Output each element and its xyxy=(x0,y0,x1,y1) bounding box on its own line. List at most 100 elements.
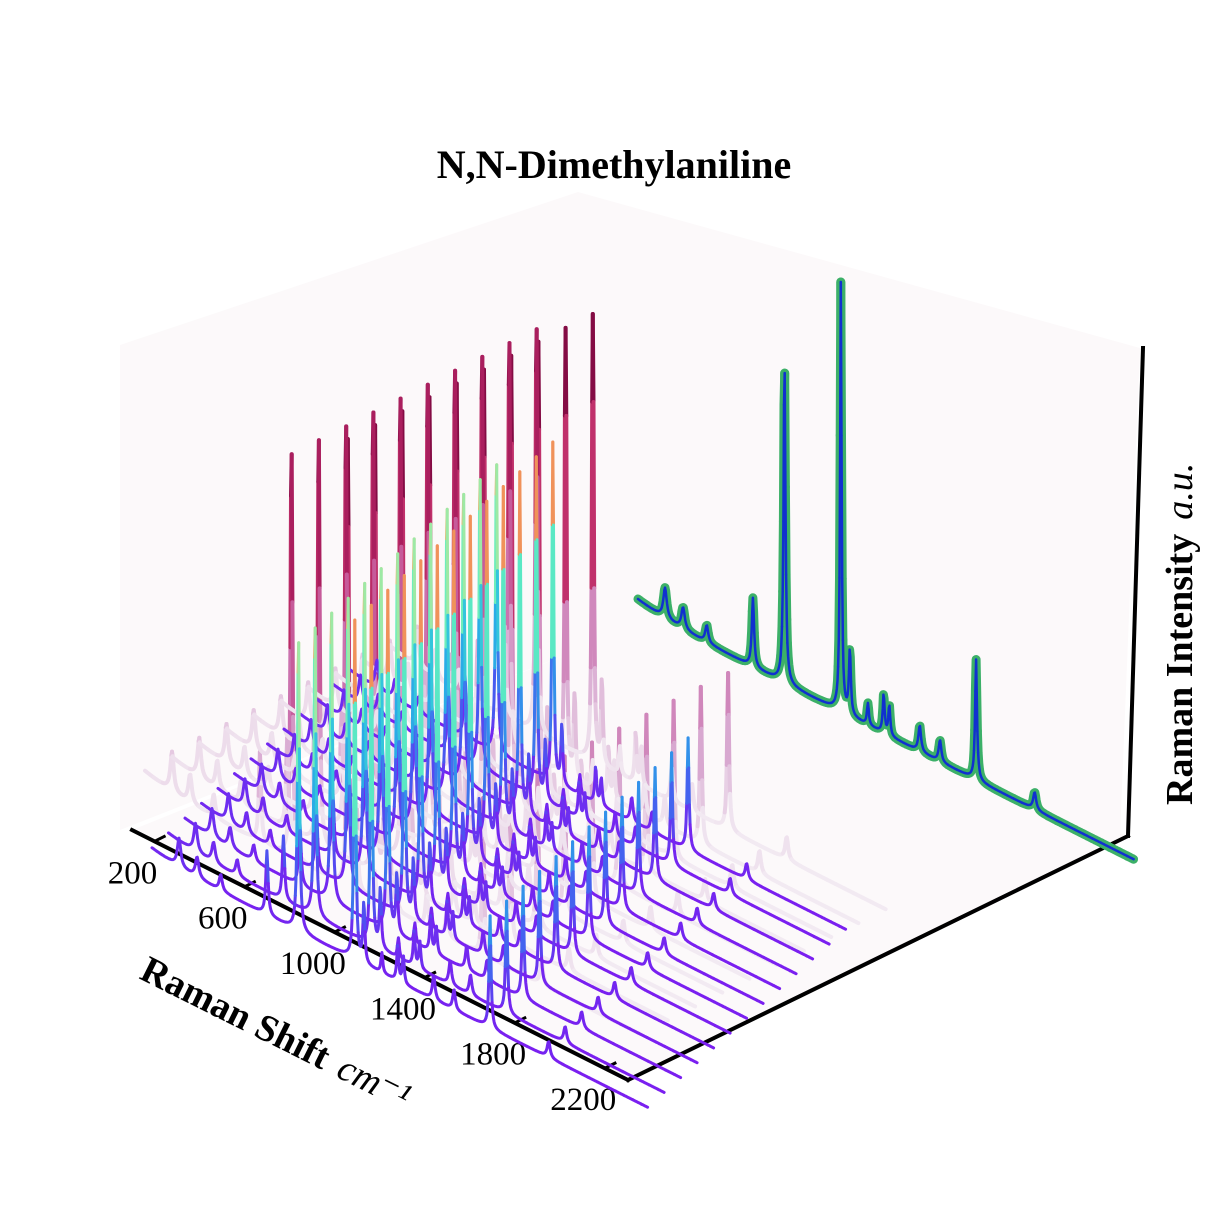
spectrum-segment xyxy=(523,926,535,933)
spectrum-segment xyxy=(289,452,295,605)
spectrum-segment xyxy=(1055,819,1068,827)
spectrum-segment xyxy=(893,736,905,745)
spectrum-segment xyxy=(571,840,575,874)
spectrum-segment xyxy=(811,911,824,919)
front-spectrum-line xyxy=(183,588,683,1080)
spectrum-segment xyxy=(622,882,635,915)
spectrum-segment xyxy=(600,876,606,916)
spectrum-segment xyxy=(550,523,554,659)
spectrum-segment xyxy=(515,1015,528,1025)
spectrum-segment xyxy=(698,877,711,885)
spectrum-segment xyxy=(522,681,536,725)
spectrum-segment xyxy=(849,679,862,721)
spectrum-segment xyxy=(836,576,841,668)
spectrum-segment xyxy=(840,434,844,580)
spectrum-segment xyxy=(352,701,356,837)
spectrum-segment xyxy=(486,582,490,719)
spectrum-segment xyxy=(471,862,484,882)
spectrum-segment xyxy=(477,796,482,830)
spectrum-segment xyxy=(631,912,644,921)
spectrum-segment xyxy=(616,861,623,901)
spectrum-segment xyxy=(567,905,573,946)
spectrum-segment xyxy=(309,933,322,943)
spectrum-segment xyxy=(624,956,637,964)
spectrum-segment xyxy=(733,655,745,662)
spectrum-segment xyxy=(467,597,472,733)
spectrum-segment xyxy=(540,935,553,944)
spectrum-segment xyxy=(283,867,296,905)
spectrum-segment xyxy=(497,692,502,730)
spectrum-segment xyxy=(369,603,374,690)
spectrum-segment xyxy=(317,874,330,895)
spectrum-segment xyxy=(526,752,532,785)
spectrum-segment xyxy=(659,973,672,982)
spectrum-segment xyxy=(629,1050,641,1059)
spectrum-segment xyxy=(245,843,257,858)
spectrum-segment xyxy=(665,907,678,915)
spectrum-segment xyxy=(533,1025,546,1034)
spectrum-segment xyxy=(206,758,220,784)
spectrum-segment xyxy=(392,805,396,818)
spectrum-segment xyxy=(776,893,789,902)
spectrum-segment xyxy=(654,1040,667,1048)
spectrum-segment xyxy=(920,737,932,757)
spectrum-segment xyxy=(193,821,206,856)
spectrum-segment xyxy=(386,588,390,675)
spectrum-segment xyxy=(481,617,487,680)
spectrum-segment xyxy=(675,921,688,941)
spectrum-segment xyxy=(777,917,790,925)
spectrum-segment xyxy=(593,1032,606,1041)
spectrum-segment xyxy=(563,325,569,418)
spectrum-segment xyxy=(252,834,265,843)
spectrum-segment xyxy=(690,896,703,904)
spectrum-segment xyxy=(770,960,783,968)
spectrum-segment xyxy=(411,856,416,889)
spectrum-segment xyxy=(733,893,746,903)
spectrum-segment xyxy=(423,575,429,672)
spectrum-segment xyxy=(433,759,438,846)
spectrum-segment xyxy=(414,766,420,804)
spectrum-segment xyxy=(535,538,540,675)
spectrum-segment xyxy=(521,772,530,800)
spectrum-segment xyxy=(490,956,502,963)
spectrum-segment xyxy=(689,1058,699,1065)
spectrum-segment xyxy=(326,814,332,868)
spectrum-segment xyxy=(505,929,510,970)
spectrum-segment xyxy=(728,961,740,970)
spectrum-segment xyxy=(564,413,569,605)
spectrum-segment xyxy=(216,786,229,797)
spectrum-segment xyxy=(566,716,571,739)
spectrum-segment xyxy=(523,907,537,923)
spectrum-segment xyxy=(633,960,646,966)
spectrum-segment xyxy=(536,671,540,732)
spectrum-segment xyxy=(528,781,541,821)
spectrum-segment xyxy=(698,684,704,731)
spectrum-segment xyxy=(686,987,699,995)
spectrum-segment xyxy=(256,861,268,911)
spectrum-segment xyxy=(478,478,483,587)
spectrum-segment xyxy=(472,817,480,845)
spectrum-segment xyxy=(446,903,458,940)
spectrum-segment xyxy=(453,745,458,806)
spectrum-segment xyxy=(700,923,713,933)
spectrum-segment xyxy=(466,729,471,816)
spectrum-segment xyxy=(388,936,401,956)
spectrum-segment xyxy=(614,926,627,936)
spectrum-segment xyxy=(694,967,706,976)
spectrum-segment xyxy=(528,828,541,866)
spectrum-segment xyxy=(565,680,571,721)
spectrum-segment xyxy=(318,939,330,948)
spectrum-segment xyxy=(702,972,715,980)
spectrum-segment xyxy=(553,847,566,858)
spectrum-segment xyxy=(507,341,513,494)
spectrum-segment xyxy=(803,691,816,699)
spectrum-segment xyxy=(821,939,831,946)
spectrum-segment xyxy=(282,727,295,737)
spectrum-segment xyxy=(612,1065,625,1074)
spectrum-segment xyxy=(270,836,283,853)
spectrum-segment xyxy=(767,889,780,897)
spectrum-segment xyxy=(586,1052,598,1060)
spectrum-segment xyxy=(372,951,385,971)
spectrum-segment xyxy=(994,788,1006,796)
spectrum-segment xyxy=(674,911,686,919)
